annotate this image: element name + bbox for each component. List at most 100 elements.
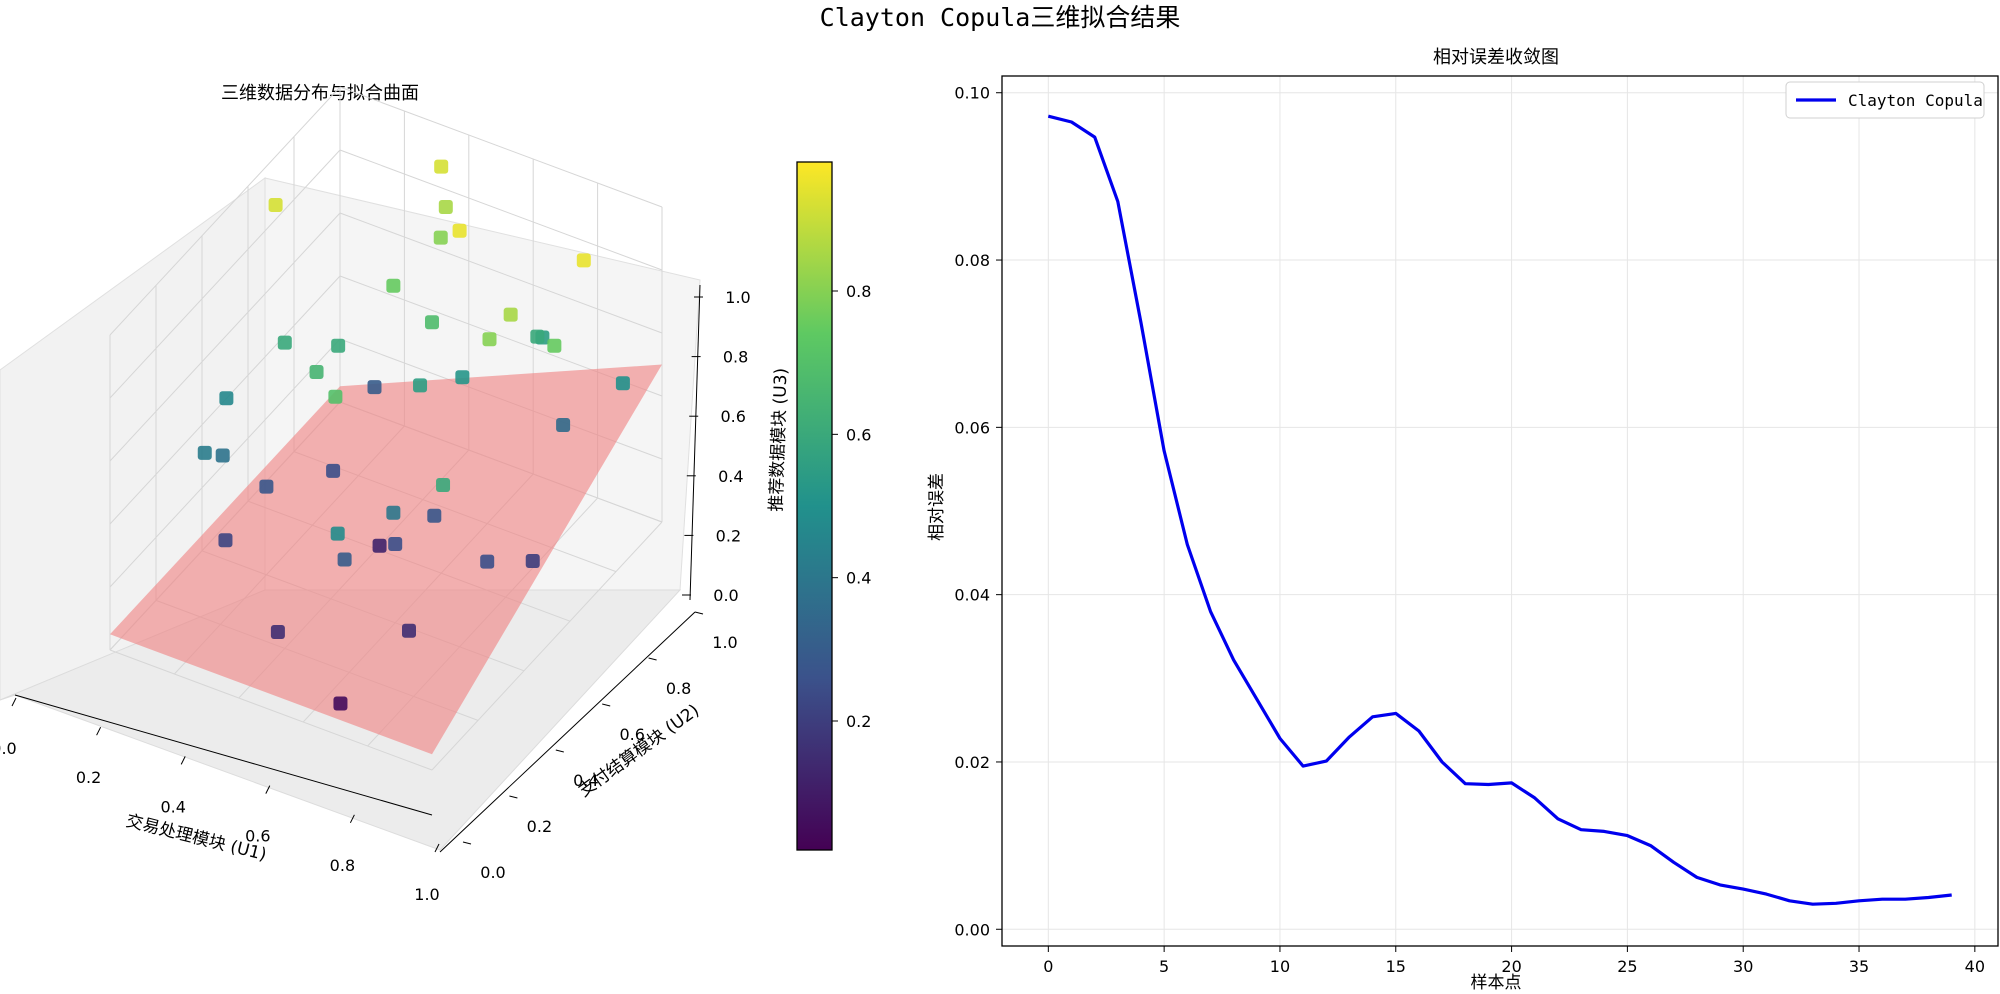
- y-tick-mark: [648, 657, 657, 661]
- y-tick-label: 0.2: [527, 817, 552, 836]
- scatter-point: [328, 389, 343, 404]
- grid-left-z: [109, 338, 341, 588]
- line-x-axis-label: 样本点: [1471, 973, 1522, 993]
- scatter-point: [556, 417, 571, 432]
- y-tick-label: 1.0: [712, 633, 737, 652]
- scatter-point: [326, 463, 341, 478]
- scatter-point: [413, 378, 428, 393]
- scatter-point: [433, 230, 448, 245]
- scatter-point: [270, 624, 285, 639]
- colorbar-tick-label: 0.4: [846, 569, 871, 588]
- line-chart-title: 相对误差收敛图: [1433, 47, 1559, 68]
- x-tick-label: 25: [1617, 957, 1637, 976]
- z-axis-line: [689, 284, 701, 601]
- axes-3d: 0.0 0.2 0.4 0.6 0.8 1.0 0.0 0.2 0.4 0.6 0.8 1.0 0.0 0…: [0, 284, 751, 904]
- x-tick-label: 15: [1386, 957, 1406, 976]
- z-tick-label: 0.8: [723, 348, 748, 367]
- scatter-point: [530, 329, 545, 344]
- scatter-point: [547, 338, 562, 353]
- scatter-point: [388, 537, 403, 552]
- grid-floor-y: [109, 649, 433, 771]
- grid-left-z: [109, 149, 341, 399]
- x-tick-mark: [180, 756, 186, 765]
- x-tick-label: 0: [1043, 957, 1053, 976]
- x-tick-label: 10: [1270, 957, 1290, 976]
- scatter-point: [333, 696, 348, 711]
- scatter-point: [218, 533, 233, 548]
- x-tick-label: 30: [1733, 957, 1753, 976]
- y-tick-label: 0.04: [954, 586, 990, 605]
- y-tick-mark: [509, 795, 518, 799]
- scatter-point: [259, 479, 274, 494]
- z-axis-label: 推荐数据模块 (U3): [766, 368, 791, 513]
- y-tick-label: 0.02: [954, 753, 990, 772]
- scatter-point: [331, 338, 346, 353]
- grid-back-z: [339, 149, 663, 271]
- line-y-axis-label: 相对误差: [927, 473, 947, 541]
- scatter-point: [436, 478, 451, 492]
- scatter-point: [427, 508, 442, 523]
- scatter-point: [367, 380, 382, 395]
- surface-plane: [110, 364, 662, 755]
- scatter-point: [215, 448, 230, 463]
- grid-floor-x: [431, 521, 663, 771]
- scatter-point: [525, 554, 540, 568]
- x-tick-mark: [265, 785, 271, 794]
- plot-frame: [1001, 75, 1999, 947]
- scatter-point: [434, 159, 449, 174]
- fitted-surface: [110, 364, 662, 755]
- scatter-point: [277, 335, 292, 350]
- legend-box: [1785, 81, 1985, 119]
- x-tick-label: 0.4: [160, 797, 185, 816]
- y-tick-mark: [694, 611, 704, 615]
- z-tick-label: 0.2: [716, 526, 741, 545]
- x-tick-label: 1.0: [414, 885, 439, 904]
- colorbar: [796, 161, 833, 851]
- scatter3d-chart: 三维数据分布与拟合曲面 0.00.20.40.60.81.00.00.20.40…: [0, 83, 871, 904]
- legend: Clayton Copula: [1785, 81, 1985, 119]
- y-tick-mark: [555, 749, 564, 753]
- colorbar-tick-label: 0.2: [846, 712, 871, 731]
- y-tick-label: 0.06: [954, 418, 990, 437]
- x-tick-label: 0.6: [245, 827, 270, 846]
- y-tick-label: 0.10: [954, 84, 990, 103]
- colorbar-ticks: 0.2 0.4 0.6 0.8: [832, 282, 871, 731]
- scatter-point: [268, 198, 283, 212]
- scatter-point: [386, 278, 401, 293]
- x-axis-line: [14, 694, 433, 816]
- z-tick-label: 0.4: [718, 467, 743, 486]
- z-tick-label: 0.6: [720, 407, 745, 426]
- line-grid: [1002, 76, 1998, 946]
- x-tick-label: 40: [1965, 957, 1985, 976]
- scatter-point: [503, 307, 518, 322]
- x-tick-mark: [11, 697, 17, 707]
- plot-area-bg: [1000, 76, 2000, 946]
- legend-label: Clayton Copula: [1848, 91, 1983, 110]
- scatter-point: [615, 376, 630, 391]
- y-tick-label: 0.4: [573, 771, 598, 790]
- x-tick-mark: [349, 814, 355, 824]
- scatter-point: [425, 315, 439, 330]
- scatter-point: [330, 526, 345, 541]
- y-tick-label: 0.0: [480, 863, 505, 882]
- x-tick-label: 0.8: [330, 856, 355, 875]
- x-tick-label: 0.2: [76, 768, 101, 787]
- series-line-clayton-copula: [1047, 114, 1952, 906]
- scatter-point: [386, 505, 401, 520]
- grid-back-z: [339, 86, 663, 208]
- y-tick-label: 0.00: [954, 920, 990, 939]
- y-tick-label: 0.08: [954, 251, 990, 270]
- x-tick-label: 5: [1159, 957, 1169, 976]
- y-tick-label: 0.6: [619, 725, 644, 744]
- x-tick-label: 20: [1501, 957, 1521, 976]
- scatter-point: [219, 391, 234, 406]
- grid-left-z: [109, 86, 341, 336]
- scatter-point: [482, 332, 497, 347]
- scatter-point: [372, 538, 387, 553]
- line-ticks: 0 5 10 15 20 25 30 35 40 0.00 0.02 0.04 0.06 0.08 0.10: [954, 84, 1985, 976]
- z-tick-label: 0.0: [713, 586, 738, 605]
- z-tick-label: 1.0: [725, 288, 750, 307]
- line-chart: 相对误差收敛图 0 5 10 15 20 25 30 35 40 0.00 0.02 0.04 0.06…: [927, 47, 2000, 993]
- scatter-point: [337, 552, 352, 567]
- scatter-point: [452, 223, 467, 238]
